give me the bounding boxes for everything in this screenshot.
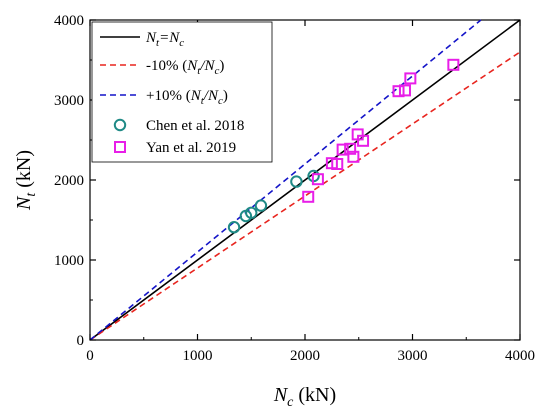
legend-label-chen: Chen et al. 2018 [146,118,244,134]
data-point-0-2 [245,206,258,220]
data-point-0-4 [290,175,303,188]
x-tick-label-4: 4000 [505,348,535,364]
data-point-1-3 [331,158,344,170]
reference-line-1 [89,51,521,341]
plot-layer [89,19,521,341]
data-point-1-6 [347,150,360,163]
legend-marker-chen [113,118,127,132]
legend-item-plus10: +10% (Nt/Nc) [100,88,228,107]
y-tick-label-1: 1000 [54,253,84,269]
legend-label-minus10: -10% (Nt/Nc) [146,58,224,77]
data-point-1-9 [392,85,405,98]
data-point-1-10 [398,84,411,97]
data-point-1-11 [404,72,417,85]
x-tick-label-3: 3000 [398,348,428,364]
legend-item-minus10: -10% (Nt/Nc) [100,58,224,77]
y-axis-label: Nt (kN) [13,150,39,211]
x-tick-label-2: 2000 [290,348,320,364]
y-tick-label-0: 0 [77,333,85,349]
legend-box [91,21,273,163]
data-point-0-3 [254,199,268,212]
legend-label-plus10: +10% (Nt/Nc) [146,88,228,107]
data-point-1-5 [344,142,357,155]
x-tick-label-0: 0 [86,348,94,364]
legend-label-yan: Yan et al. 2019 [146,140,236,156]
x-tick-label-1: 1000 [183,348,213,364]
legend-item-yan: Yan et al. 2019 [114,140,236,156]
y-tick-label-4: 4000 [54,13,84,29]
data-point-1-1 [311,173,324,186]
data-point-1-0 [302,190,315,203]
legend-item-chen: Chen et al. 2018 [113,118,244,134]
data-point-1-12 [447,58,460,71]
reference-line-0 [89,19,521,341]
tick-layer: 0 1000 2000 3000 4000 0 1000 2000 3000 4000 [54,13,535,364]
legend: Nt=Nc -10% (Nt/Nc) +10% (Nt/Nc) Chen et … [91,21,273,163]
y-tick-label-2: 2000 [54,173,84,189]
legend-label-equal: Nt=Nc [145,30,184,49]
x-axis-label: Nc (kN) [273,384,336,410]
data-point-1-8 [357,134,370,147]
data-point-1-4 [336,143,349,156]
y-tick-label-3: 3000 [54,93,84,109]
legend-marker-yan [114,141,126,153]
data-point-0-0 [227,221,241,234]
legend-item-equal: Nt=Nc [100,30,184,49]
